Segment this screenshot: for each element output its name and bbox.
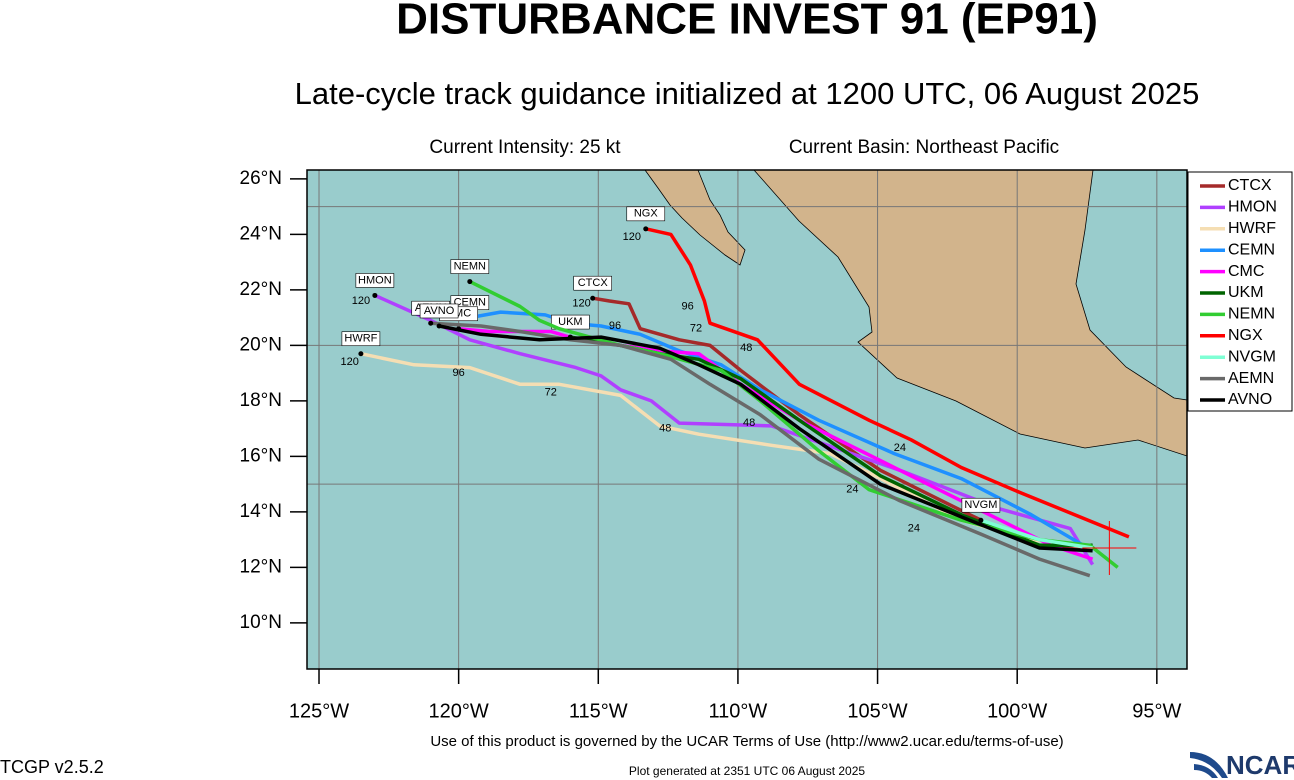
y-tick-label: 26°N bbox=[240, 168, 282, 189]
track-end bbox=[358, 351, 364, 357]
y-tick-label: 10°N bbox=[240, 612, 282, 633]
hour-label: 96 bbox=[682, 300, 694, 312]
x-tick-label: 95°W bbox=[1132, 700, 1181, 722]
logo: NCAR bbox=[1226, 750, 1294, 780]
hour-label: 72 bbox=[690, 323, 702, 335]
hour-label: 120 bbox=[352, 295, 370, 307]
y-tick-label: 18°N bbox=[240, 390, 282, 411]
y-tick-label: 16°N bbox=[240, 445, 282, 466]
hour-label: 120 bbox=[341, 356, 359, 368]
hour-label: 24 bbox=[846, 484, 858, 496]
track-end bbox=[643, 226, 649, 232]
track-end bbox=[372, 292, 378, 298]
legend-label: CMC bbox=[1228, 263, 1264, 280]
y-tick-label: 22°N bbox=[240, 279, 282, 300]
land bbox=[644, 169, 1188, 457]
generated: Plot generated at 2351 UTC 06 August 202… bbox=[629, 764, 865, 778]
hour-label: 120 bbox=[572, 298, 590, 310]
hour-label: 120 bbox=[623, 231, 641, 243]
end-label-box bbox=[419, 303, 459, 319]
hour-label: 24 bbox=[908, 522, 920, 534]
subtitle: Late-cycle track guidance initialized at… bbox=[295, 76, 1200, 111]
legend-label: AEMN bbox=[1228, 370, 1274, 387]
terms: Use of this product is governed by the U… bbox=[430, 733, 1063, 750]
end-label: CTCX bbox=[578, 277, 609, 289]
track bbox=[430, 321, 1091, 578]
track-end bbox=[467, 279, 473, 285]
hour-label: 24 bbox=[894, 442, 906, 454]
end-label: UKM bbox=[558, 316, 582, 328]
track bbox=[438, 324, 1093, 553]
version: TCGP v2.5.2 bbox=[0, 757, 104, 777]
end-label-box bbox=[355, 273, 395, 288]
track-end bbox=[590, 295, 596, 301]
end-label: NGX bbox=[634, 208, 659, 220]
mainland bbox=[753, 169, 1188, 457]
y-tick-label: 12°N bbox=[240, 556, 282, 577]
end-label: NEMN bbox=[454, 260, 486, 272]
track bbox=[360, 351, 1093, 550]
x-tick-label: 110°W bbox=[709, 700, 768, 722]
hour-label: 48 bbox=[740, 342, 752, 354]
y-tick-label: 14°N bbox=[240, 501, 282, 522]
legend-label: NVGM bbox=[1228, 348, 1276, 365]
hour-label: 72 bbox=[545, 386, 557, 398]
legend-label: CEMN bbox=[1228, 241, 1275, 258]
hour-label: 48 bbox=[743, 417, 755, 429]
x-tick-label: 105°W bbox=[847, 700, 907, 722]
legend-label: HMON bbox=[1228, 199, 1277, 216]
baja-california bbox=[644, 169, 746, 266]
end-label-box bbox=[450, 259, 490, 274]
x-tick-label: 125°W bbox=[289, 700, 349, 722]
basin: Current Basin: Northeast Pacific bbox=[789, 137, 1059, 158]
legend-label: AVNO bbox=[1228, 391, 1272, 408]
end-label-box bbox=[341, 331, 381, 347]
hour-label: 96 bbox=[609, 320, 621, 332]
track bbox=[980, 518, 1093, 550]
intensity: Current Intensity: 25 kt bbox=[429, 137, 621, 158]
end-label: NVGM bbox=[964, 499, 997, 511]
end-label-box bbox=[961, 497, 1001, 513]
hour-label: 96 bbox=[453, 367, 465, 379]
x-tick-label: 115°W bbox=[569, 700, 628, 722]
map-frame bbox=[306, 169, 1188, 670]
legend-label: UKM bbox=[1228, 284, 1264, 301]
end-label-box bbox=[626, 206, 666, 222]
x-tick-label: 120°W bbox=[429, 700, 489, 722]
hour-label: 48 bbox=[659, 423, 671, 435]
title: DISTURBANCE INVEST 91 (EP91) bbox=[396, 0, 1098, 44]
legend-label: CTCX bbox=[1228, 177, 1272, 194]
track bbox=[645, 227, 1130, 539]
track-end bbox=[436, 323, 442, 329]
end-label-box bbox=[573, 275, 612, 291]
y-tick-label: 24°N bbox=[240, 223, 282, 244]
legend-label: NGX bbox=[1228, 327, 1263, 344]
end-label: HMON bbox=[358, 274, 392, 286]
end-label-box bbox=[551, 314, 590, 330]
end-label: HWRF bbox=[344, 333, 377, 345]
y-tick-label: 20°N bbox=[240, 334, 282, 355]
track-end bbox=[978, 517, 984, 523]
end-label: CEMN bbox=[454, 297, 486, 309]
logo-mark bbox=[1190, 752, 1228, 778]
legend-label: NEMN bbox=[1228, 306, 1275, 323]
x-tick-label: 100°W bbox=[987, 700, 1047, 722]
end-label: AVNO bbox=[424, 305, 455, 317]
track-end bbox=[428, 320, 434, 326]
legend-label: HWRF bbox=[1228, 220, 1276, 237]
track bbox=[469, 310, 1094, 553]
